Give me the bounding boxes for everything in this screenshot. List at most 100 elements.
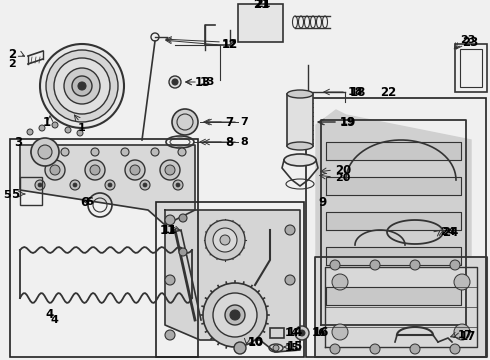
Circle shape — [91, 148, 99, 156]
Text: 12: 12 — [222, 39, 238, 51]
Circle shape — [225, 305, 245, 325]
Circle shape — [203, 283, 267, 347]
Circle shape — [27, 129, 33, 135]
Text: 8: 8 — [225, 135, 233, 148]
Polygon shape — [20, 145, 195, 225]
Text: 21: 21 — [253, 0, 269, 10]
Text: 12: 12 — [222, 40, 238, 50]
Circle shape — [410, 344, 420, 354]
Text: 15: 15 — [287, 341, 303, 354]
Circle shape — [273, 345, 279, 351]
Circle shape — [151, 148, 159, 156]
Circle shape — [332, 324, 348, 340]
Text: 16: 16 — [313, 327, 329, 339]
Ellipse shape — [287, 142, 313, 150]
Text: 19: 19 — [340, 117, 356, 127]
Circle shape — [54, 58, 110, 114]
Ellipse shape — [284, 154, 316, 166]
Circle shape — [213, 228, 237, 252]
Circle shape — [160, 160, 180, 180]
Text: 19: 19 — [340, 116, 356, 129]
Circle shape — [105, 180, 115, 190]
Circle shape — [285, 275, 295, 285]
Text: 18: 18 — [348, 87, 364, 97]
Text: 20: 20 — [335, 173, 350, 183]
Polygon shape — [165, 210, 300, 352]
Circle shape — [77, 130, 83, 136]
Bar — [306, 98, 486, 357]
Circle shape — [130, 165, 140, 175]
Text: 1: 1 — [43, 117, 51, 130]
Polygon shape — [315, 257, 487, 357]
Circle shape — [125, 160, 145, 180]
Text: 4: 4 — [45, 309, 53, 321]
Text: 13: 13 — [200, 77, 216, 87]
Circle shape — [454, 324, 470, 340]
Circle shape — [165, 330, 175, 340]
Text: 3: 3 — [14, 135, 22, 148]
Circle shape — [178, 148, 186, 156]
Circle shape — [176, 183, 180, 187]
Bar — [20, 177, 42, 205]
Circle shape — [165, 165, 175, 175]
Text: 21: 21 — [255, 0, 270, 9]
Text: 4: 4 — [50, 315, 58, 325]
Text: 23: 23 — [460, 35, 475, 45]
Bar — [287, 94, 313, 146]
Circle shape — [205, 220, 245, 260]
Circle shape — [454, 274, 470, 290]
Circle shape — [35, 180, 45, 190]
Bar — [455, 44, 487, 92]
Circle shape — [78, 82, 86, 90]
Circle shape — [330, 344, 340, 354]
Circle shape — [299, 330, 305, 336]
Circle shape — [234, 342, 246, 354]
Circle shape — [90, 165, 100, 175]
Circle shape — [72, 76, 92, 96]
Text: 5: 5 — [11, 188, 19, 201]
Circle shape — [410, 260, 420, 270]
Circle shape — [52, 122, 58, 128]
Circle shape — [330, 260, 340, 270]
Text: 24: 24 — [442, 225, 458, 238]
Circle shape — [450, 260, 460, 270]
Bar — [270, 328, 284, 338]
Circle shape — [230, 310, 240, 320]
Circle shape — [172, 79, 178, 85]
Circle shape — [46, 50, 118, 122]
Text: 11: 11 — [162, 225, 177, 235]
Text: 17: 17 — [460, 329, 476, 342]
Polygon shape — [326, 212, 461, 230]
Text: 7: 7 — [225, 116, 233, 129]
Text: 10: 10 — [248, 336, 264, 348]
Text: 14: 14 — [287, 327, 303, 339]
Text: 6: 6 — [80, 195, 88, 208]
Circle shape — [450, 344, 460, 354]
Bar — [460, 49, 482, 87]
Text: 17: 17 — [458, 330, 473, 340]
Polygon shape — [326, 177, 461, 195]
Circle shape — [39, 125, 45, 131]
Text: 23: 23 — [462, 36, 478, 49]
Circle shape — [38, 145, 52, 159]
Text: 14: 14 — [285, 328, 299, 338]
Circle shape — [285, 225, 295, 235]
Circle shape — [173, 180, 183, 190]
Circle shape — [85, 160, 105, 180]
Circle shape — [70, 180, 80, 190]
Text: 9: 9 — [318, 195, 326, 208]
Text: 16: 16 — [312, 328, 326, 338]
Text: 15: 15 — [285, 343, 299, 353]
Text: 24: 24 — [440, 227, 456, 237]
Bar — [238, 4, 283, 42]
Circle shape — [165, 275, 175, 285]
Ellipse shape — [287, 90, 313, 98]
Text: 18: 18 — [350, 85, 367, 99]
Circle shape — [370, 260, 380, 270]
Polygon shape — [326, 287, 461, 305]
Polygon shape — [326, 142, 461, 160]
Text: 13: 13 — [195, 76, 211, 89]
Circle shape — [140, 180, 150, 190]
Polygon shape — [316, 110, 471, 310]
Circle shape — [172, 109, 198, 135]
